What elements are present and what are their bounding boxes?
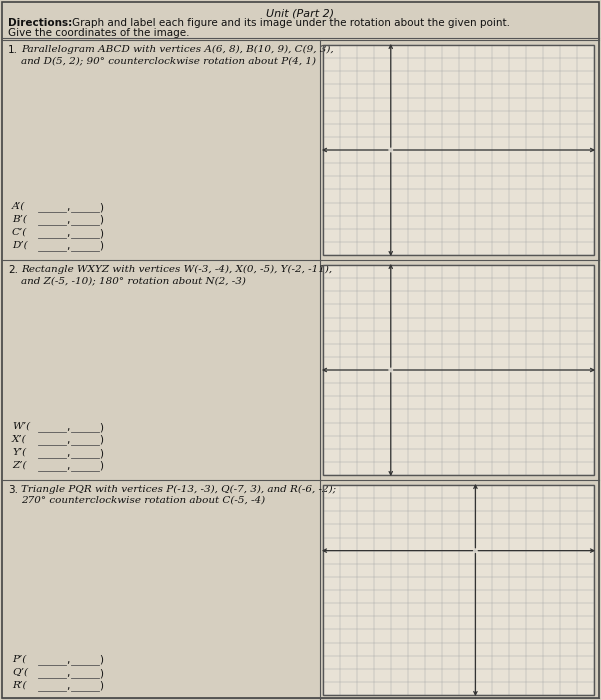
Text: and Z(-5, -10); 180° rotation about N(2, -3): and Z(-5, -10); 180° rotation about N(2,… xyxy=(21,276,246,285)
Text: 270° counterclockwise rotation about C(-5, -4): 270° counterclockwise rotation about C(-… xyxy=(21,496,265,505)
Text: ): ) xyxy=(99,655,103,665)
Text: Directions:: Directions: xyxy=(8,18,72,28)
Text: Unit (Part 2): Unit (Part 2) xyxy=(266,8,334,18)
Text: ,: , xyxy=(66,668,69,678)
Text: ,: , xyxy=(66,241,69,251)
Text: ): ) xyxy=(99,448,103,458)
Text: Parallelogram ABCD with vertices A(6, 8), B(10, 9), C(9, 3),: Parallelogram ABCD with vertices A(6, 8)… xyxy=(21,45,334,54)
Bar xyxy=(323,45,594,255)
Text: and D(5, 2); 90° counterclockwise rotation about P(4, 1): and D(5, 2); 90° counterclockwise rotati… xyxy=(21,56,316,65)
Text: A’(: A’( xyxy=(12,202,25,211)
Text: P’(: P’( xyxy=(12,655,26,664)
Text: ,: , xyxy=(66,228,69,238)
Text: ): ) xyxy=(99,215,103,225)
Text: ): ) xyxy=(99,668,103,678)
Text: ): ) xyxy=(99,435,103,445)
Text: Triangle PQR with vertices P(-13, -3), Q(-7, 3), and R(-6, -2);: Triangle PQR with vertices P(-13, -3), Q… xyxy=(21,485,336,494)
Text: B’(: B’( xyxy=(12,215,27,224)
Text: 3.: 3. xyxy=(8,485,18,495)
Text: ,: , xyxy=(66,655,69,665)
Text: ): ) xyxy=(99,422,103,432)
Text: ,: , xyxy=(66,461,69,471)
Text: D’(: D’( xyxy=(12,241,28,250)
Text: ): ) xyxy=(99,461,103,471)
Text: Rectangle WXYZ with vertices W(-3, -4), X(0, -5), Y(-2, -11),: Rectangle WXYZ with vertices W(-3, -4), … xyxy=(21,265,332,274)
Bar xyxy=(323,485,594,695)
Text: ): ) xyxy=(99,681,103,691)
Bar xyxy=(323,485,594,695)
Text: ): ) xyxy=(99,228,103,238)
Text: Graph and label each figure and its image under the rotation about the given poi: Graph and label each figure and its imag… xyxy=(72,18,510,28)
Text: W’(: W’( xyxy=(12,422,30,431)
Text: C’(: C’( xyxy=(12,228,27,237)
Text: Q’(: Q’( xyxy=(12,668,28,677)
Text: Give the coordinates of the image.: Give the coordinates of the image. xyxy=(8,28,189,38)
Bar xyxy=(323,265,594,475)
Text: ): ) xyxy=(99,241,103,251)
Text: 1.: 1. xyxy=(8,45,18,55)
Text: 2.: 2. xyxy=(8,265,18,275)
Text: Y’(: Y’( xyxy=(12,448,26,457)
Text: ,: , xyxy=(66,435,69,445)
Bar xyxy=(323,265,594,475)
Text: X’(: X’( xyxy=(12,435,26,444)
Text: ,: , xyxy=(66,422,69,432)
Text: ,: , xyxy=(66,215,69,225)
Text: R’(: R’( xyxy=(12,681,26,690)
Bar xyxy=(323,45,594,255)
Text: ,: , xyxy=(66,202,69,212)
Text: ,: , xyxy=(66,681,69,691)
Text: Z’(: Z’( xyxy=(12,461,26,470)
Text: ): ) xyxy=(99,202,103,212)
Text: ,: , xyxy=(66,448,69,458)
